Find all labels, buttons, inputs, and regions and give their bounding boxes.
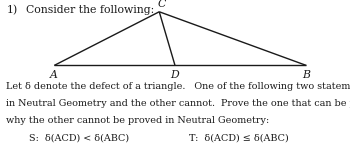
Text: D: D xyxy=(171,70,179,80)
Text: in Neutral Geometry and the other cannot.  Prove the one that can be proved and : in Neutral Geometry and the other cannot… xyxy=(6,99,350,108)
Text: 1): 1) xyxy=(6,5,18,15)
Text: S:  δ(ACD) < δ(ABC): S: δ(ACD) < δ(ABC) xyxy=(29,134,129,143)
Text: Let δ denote the defect of a triangle.   One of the following two statements can: Let δ denote the defect of a triangle. O… xyxy=(6,82,350,91)
Text: Consider the following:: Consider the following: xyxy=(26,5,154,15)
Text: C: C xyxy=(158,0,166,9)
Text: why the other cannot be proved in Neutral Geometry:: why the other cannot be proved in Neutra… xyxy=(6,116,270,125)
Text: T:  δ(ACD) ≤ δ(ABC): T: δ(ACD) ≤ δ(ABC) xyxy=(189,134,289,143)
Text: A: A xyxy=(50,70,58,80)
Text: B: B xyxy=(302,70,310,80)
